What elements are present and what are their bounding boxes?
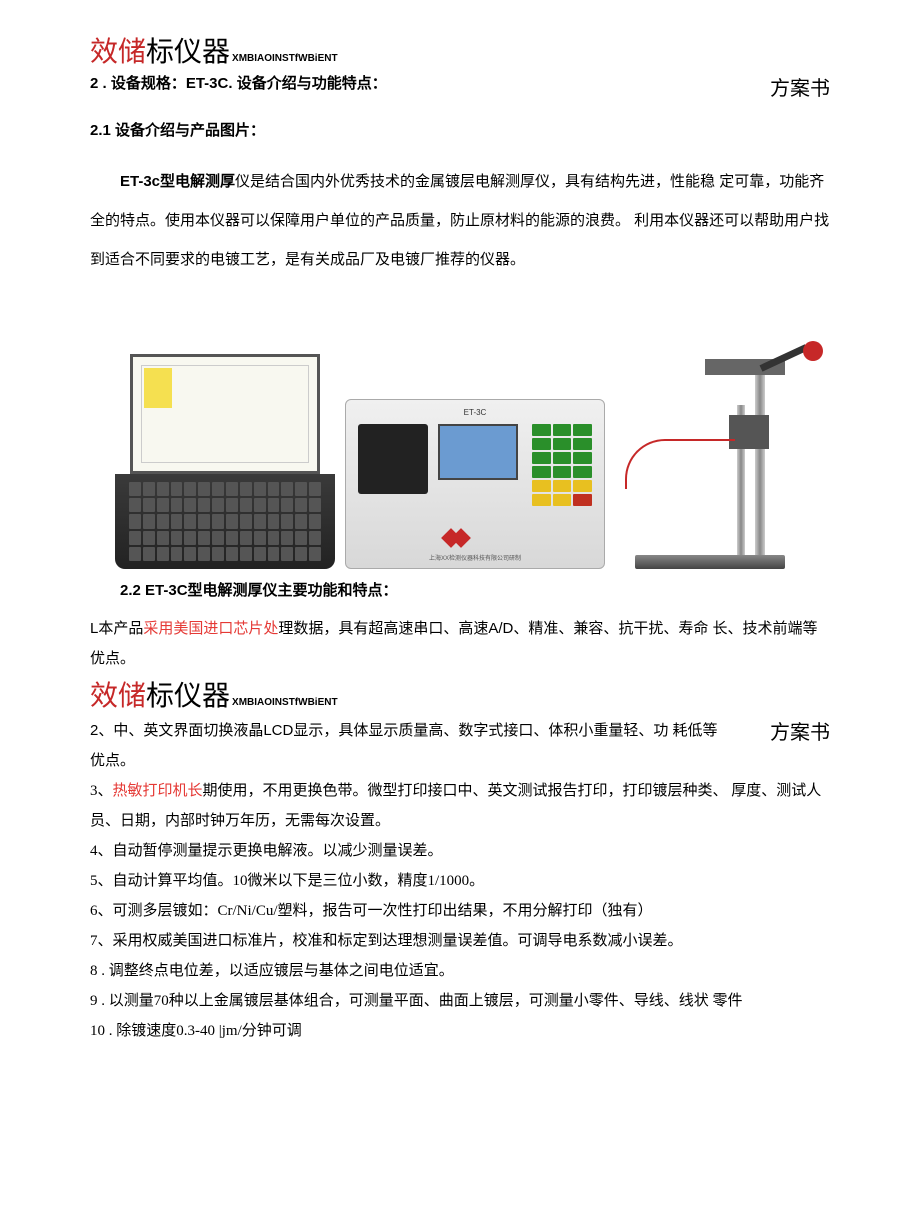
brand-logo-icon [444,526,468,550]
lcd-screen-icon [438,424,518,480]
stand-probe-block [729,415,769,449]
software-panel-icon [144,368,172,408]
laptop-screen-inner [141,365,309,463]
feature-6: 6、可测多层镀如：Cr/Ni/Cu/塑料，报告可一次性打印出结果，不用分解打印（… [90,896,830,926]
intro-paragraph: ET-3c型电解测厚仪是结合国内外优秀技术的金属镀层电解测厚仪，具有结构先进，性… [90,162,830,279]
proposal-label-1: 方案书 [770,72,830,101]
stand-column-1 [755,375,765,555]
feature-7: 7、采用权威美国进口标准片，校准和标定到达理想测量误差值。可调导电系数减小误差。 [90,926,830,956]
header-row-1: 2 . 设备规格：ET-3C. 设备介绍与功能特点： 方案书 [90,72,830,111]
brand-red-1: 效储 [90,30,146,70]
laptop-screen [130,354,320,474]
brand-black-1: 标仪器 [146,30,230,70]
feature-1-prefix: L本产品 [90,620,143,637]
brand-header-1: 效储 标仪器 XMBIAOINSTfWBiENT [90,30,830,70]
feature-2-main: 2、中、英文界面切换液晶LCD显示，具体显示质量高、数字式接口、体积小重量轻、功… [90,716,718,746]
proposal-label-2: 方案书 [770,716,830,745]
feature-3: 3、热敏打印机长期使用，不用更换色带。微型打印接口中、英文测试报告打印，打印镀层… [90,776,830,836]
feature-1-highlight: 采用美国进口芯片处 [143,620,278,637]
feature-3-num: 3、 [90,783,113,799]
stand-wire [625,439,735,489]
printer-icon [358,424,428,494]
product-image-figure: ET-3C 上海XX检测仪器科技有限公司研制 [90,289,830,569]
feature-2-cont: 优点。 [90,746,830,776]
brand-sub-2: XMBIAOINSTfWBiENT [232,697,338,708]
brand-black-2: 标仪器 [146,674,230,714]
brand-sub-1: XMBIAOINSTfWBiENT [232,53,338,64]
laptop-illustration [115,354,335,569]
section-2-2-title: 2.2 ET-3C型电解测厚仪主要功能和特点： [120,579,830,600]
feature-4: 4、自动暂停测量提示更换电解液。以减少测量误差。 [90,836,830,866]
instrument-footer-text: 上海XX检测仪器科技有限公司研制 [346,553,604,562]
instrument-illustration: ET-3C 上海XX检测仪器科技有限公司研制 [345,399,605,569]
feature-2-row: 2、中、英文界面切换液晶LCD显示，具体显示质量高、数字式接口、体积小重量轻、功… [90,716,830,746]
keypad-icon [532,424,592,520]
stand-base [635,555,785,569]
brand-red-2: 效储 [90,674,146,714]
feature-3-highlight: 热敏打印机长 [113,783,203,799]
feature-10: 10 . 除镀速度0.3-40 |jm/分钟可调 [90,1016,830,1046]
feature-5: 5、自动计算平均值。10微米以下是三位小数，精度1/1000。 [90,866,830,896]
section-2-1-title: 2.1 设备介绍与产品图片： [90,119,830,140]
feature-9: 9 . 以测量70种以上金属镀层基体组合，可测量平面、曲面上镀层，可测量小零件、… [90,986,830,1016]
laptop-keyboard [115,474,335,569]
brand-header-2: 效储 标仪器 XMBIAOINSTfWBiENT [90,674,830,714]
instrument-model-label: ET-3C [346,408,604,417]
intro-bold-lead: ET-3c型电解测厚 [120,173,235,190]
feature-1: L本产品采用美国进口芯片处理数据，具有超高速串口、高速A/D、精准、兼容、抗干扰… [90,614,830,674]
section-2-title: 2 . 设备规格：ET-3C. 设备介绍与功能特点： [90,72,387,93]
feature-8: 8 . 调整终点电位差，以适应镀层与基体之间电位适宜。 [90,956,830,986]
stand-handle-ball [803,341,823,361]
test-stand-illustration [615,359,805,569]
